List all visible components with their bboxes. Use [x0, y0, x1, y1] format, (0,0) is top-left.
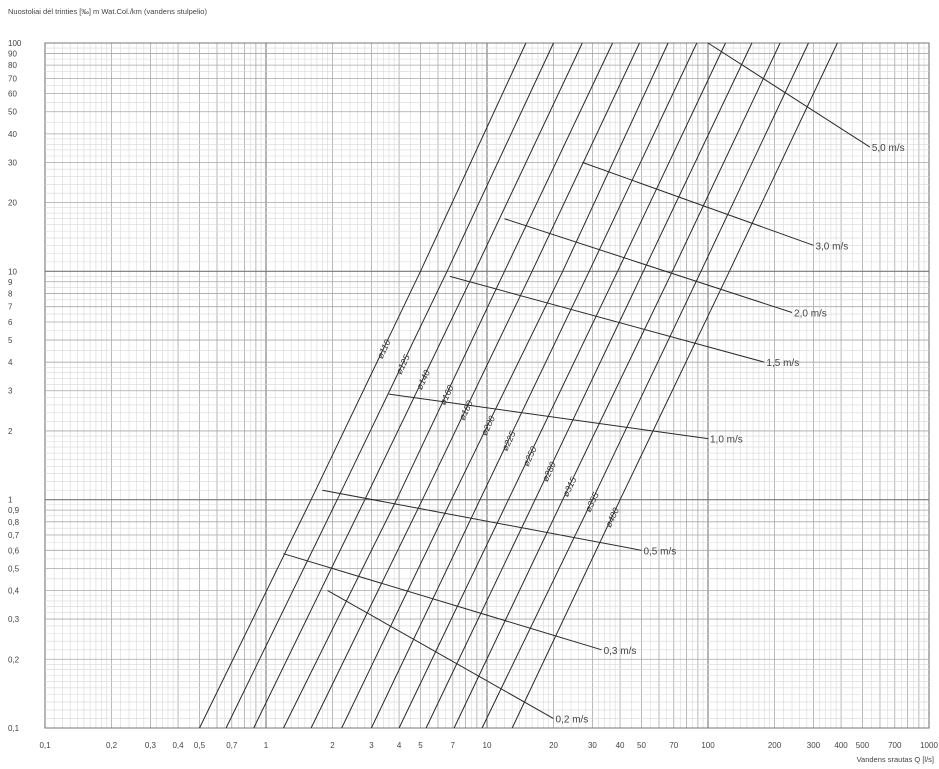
y-tick-label: 0,9 — [8, 506, 20, 515]
y-tick-label: 10 — [8, 267, 17, 276]
x-tick-label: 500 — [856, 741, 870, 750]
x-axis-title: Vandens srautas Q [l/s] — [857, 755, 934, 764]
y-tick-label: 0,8 — [8, 518, 20, 527]
x-tick-label: 100 — [701, 741, 715, 750]
pipe-label: ø315 — [561, 475, 579, 499]
pipe-line-225 — [370, 42, 698, 729]
velocity-line — [504, 218, 793, 314]
y-tick-label: 1 — [8, 496, 13, 505]
y-tick-label: 30 — [8, 158, 17, 167]
y-tick-label: 0,1 — [8, 724, 20, 733]
pipe-label: ø250 — [521, 445, 539, 468]
y-tick-label: 0,3 — [8, 615, 20, 624]
x-tick-label: 1000 — [920, 741, 938, 750]
grid — [44, 42, 930, 729]
x-tick-label: 300 — [807, 741, 821, 750]
velocity-label: 1,5 m/s — [766, 358, 799, 369]
pipe-label: ø400 — [603, 506, 621, 529]
x-tick-label: 0,1 — [39, 741, 51, 750]
y-tick-label: 9 — [8, 278, 13, 287]
x-tick-label: 700 — [888, 741, 902, 750]
x-tick-label: 0,7 — [226, 741, 238, 750]
pipe-line-200 — [341, 42, 669, 729]
velocity-label: 2,0 m/s — [794, 309, 827, 320]
x-tick-label: 0,2 — [106, 741, 118, 750]
x-tick-label: 30 — [588, 741, 597, 750]
x-tick-label: 40 — [616, 741, 625, 750]
pipe-line-280 — [425, 42, 753, 729]
x-tick-label: 20 — [549, 741, 558, 750]
y-tick-label: 6 — [8, 318, 13, 327]
pipe-line-180 — [310, 42, 640, 729]
y-tick-label: 8 — [8, 289, 13, 298]
velocity-label: 3,0 m/s — [815, 241, 848, 252]
x-tick-label: 2 — [330, 741, 335, 750]
y-tick-label: 0,6 — [8, 546, 20, 555]
y-tick-label: 20 — [8, 199, 17, 208]
y-tick-label: 100 — [8, 39, 22, 48]
y-tick-label: 0,7 — [8, 531, 20, 540]
velocity-line — [582, 161, 814, 246]
y-tick-label: 90 — [8, 49, 17, 58]
y-tick-label: 2 — [8, 427, 13, 436]
x-axis-ticks: 0,1 0,2 0,3 0,4 0,5 0,7 1 2 3 4 5 7 10 20 30 40 50 70 100 2… — [39, 741, 938, 750]
x-tick-label: 70 — [669, 741, 678, 750]
x-tick-label: 3 — [369, 741, 374, 750]
y-tick-label: 50 — [8, 108, 17, 117]
velocity-line — [388, 393, 709, 440]
pipe-line-250 — [398, 42, 726, 729]
y-tick-label: 0,4 — [8, 587, 20, 596]
y-axis-title: Nuostoliai dėl trinties [‰] m Wat.Col./k… — [8, 7, 207, 16]
x-tick-label: 0,5 — [194, 741, 206, 750]
velocity-line — [283, 553, 602, 651]
pipe-label: ø225 — [500, 429, 518, 453]
y-tick-label: 3 — [8, 387, 13, 396]
velocity-line — [322, 489, 642, 551]
pipe-diameter-lines: ø110ø125ø140ø160ø180ø200ø225ø250ø280ø315… — [199, 42, 838, 729]
y-axis-ticks: 0,1 0,2 0,3 0,4 0,5 0,6 0,7 0,8 0,91 2 3 4 5 6 7 8 9 10 20… — [8, 39, 22, 733]
velocity-lines: 5,0 m/s 3,0 m/s 2,0 m/s 1,5 m/s 1,0 m/s 0,5 m… — [283, 42, 905, 726]
y-tick-label: 5 — [8, 336, 13, 345]
y-tick-label: 40 — [8, 130, 17, 139]
y-tick-label: 80 — [8, 61, 17, 70]
y-tick-label: 7 — [8, 303, 13, 312]
pipe-line-110 — [199, 42, 527, 729]
y-tick-label: 60 — [8, 90, 17, 99]
velocity-label: 5,0 m/s — [872, 143, 905, 154]
x-tick-label: 5 — [418, 741, 423, 750]
x-tick-label: 7 — [451, 741, 456, 750]
pipe-line-400 — [511, 42, 838, 729]
velocity-label: 0,5 m/s — [643, 546, 676, 557]
pipe-line-125 — [225, 42, 554, 729]
velocity-line — [327, 590, 554, 719]
y-tick-label: 0,5 — [8, 564, 20, 573]
x-tick-label: 0,4 — [172, 741, 184, 750]
x-tick-label: 0,3 — [145, 741, 157, 750]
y-tick-label: 0,2 — [8, 655, 20, 664]
pipe-line-355 — [481, 42, 809, 729]
velocity-label: 1,0 m/s — [710, 435, 743, 446]
pipe-line-140 — [253, 42, 583, 729]
velocity-line — [707, 42, 871, 148]
x-tick-label: 50 — [637, 741, 646, 750]
x-tick-label: 10 — [483, 741, 492, 750]
pipe-label: ø280 — [540, 460, 558, 483]
x-tick-label: 4 — [397, 741, 402, 750]
pipe-line-315 — [453, 42, 781, 729]
x-tick-label: 1 — [264, 741, 269, 750]
pipe-label: ø125 — [394, 352, 412, 376]
y-tick-label: 70 — [8, 74, 17, 83]
velocity-label: 0,3 m/s — [604, 646, 637, 657]
velocity-line — [449, 275, 765, 363]
x-tick-label: 400 — [834, 741, 848, 750]
x-tick-label: 200 — [768, 741, 782, 750]
y-tick-label: 4 — [8, 358, 13, 367]
pipe-line-160 — [283, 42, 614, 729]
velocity-label: 0,2 m/s — [556, 715, 589, 726]
